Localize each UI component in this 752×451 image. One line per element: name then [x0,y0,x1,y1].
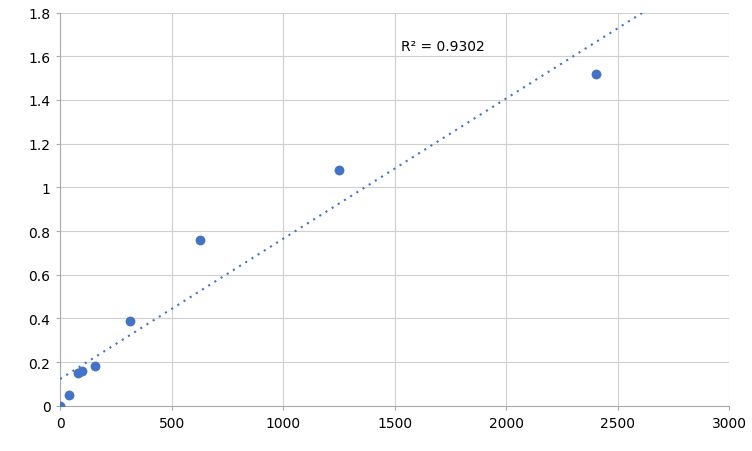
Point [89,363,101,370]
Point [590,71,602,78]
Point [77,368,89,375]
Text: R² = 0.9302: R² = 0.9302 [402,40,485,54]
Point [124,318,136,325]
Point [54,402,66,410]
Point [63,391,75,399]
Point [333,167,345,174]
Point [193,237,205,244]
Point [71,370,83,377]
